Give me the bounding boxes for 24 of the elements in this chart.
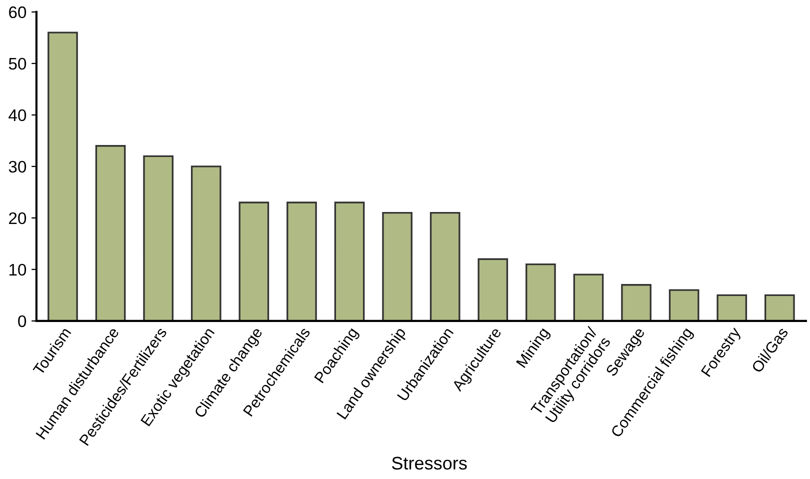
bar xyxy=(716,294,748,321)
bar xyxy=(190,166,222,321)
bar xyxy=(573,274,604,321)
bar xyxy=(526,263,556,321)
x-axis-title: Stressors xyxy=(392,456,467,470)
y-tick-label: 10 xyxy=(9,264,26,276)
y-tick-label: 40 xyxy=(8,109,26,122)
bar xyxy=(143,155,174,321)
bar xyxy=(764,294,795,321)
bar xyxy=(95,145,126,321)
bar xyxy=(286,202,317,321)
y-tick-label: 30 xyxy=(8,160,26,173)
bar xyxy=(668,289,700,321)
y-tick-label: 0 xyxy=(18,315,26,328)
bar xyxy=(430,212,460,321)
bar xyxy=(382,212,412,321)
bar xyxy=(478,258,508,321)
y-tick-label: 20 xyxy=(9,212,26,224)
y-tick-label: 50 xyxy=(8,58,26,70)
y-tick-label: 60 xyxy=(9,6,26,18)
bar xyxy=(334,202,365,321)
bar xyxy=(621,284,652,321)
bar xyxy=(238,202,270,321)
bar xyxy=(48,32,78,321)
